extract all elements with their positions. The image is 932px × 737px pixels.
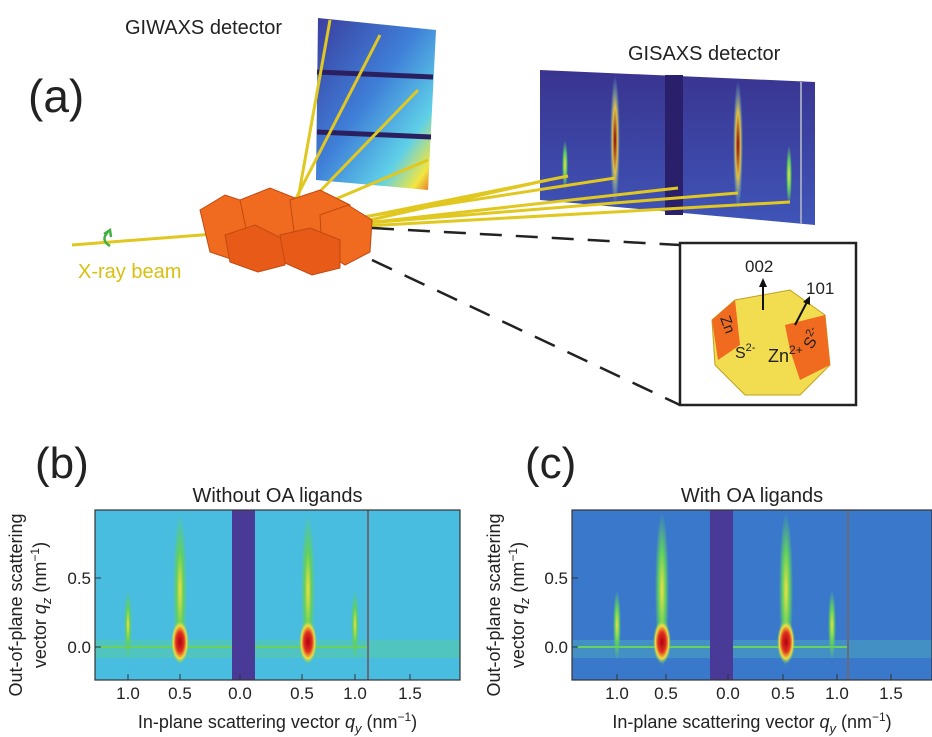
bragg-rod [613, 590, 621, 660]
label-exponent: −1 [872, 710, 886, 724]
label-exponent: −1 [397, 710, 411, 724]
bragg-peak [299, 620, 317, 664]
beamstop [710, 510, 733, 680]
nanocrystal-cluster [200, 188, 372, 275]
label-close: ) [30, 542, 50, 548]
axis-label: In-plane scattering vector qy (nm−1) [138, 710, 417, 736]
bragg-peak [777, 620, 795, 664]
y-tick-label: 0.0 [67, 638, 91, 657]
label-unit: (nm [30, 562, 50, 598]
label-unit: (nm [836, 712, 872, 732]
x-tick-label: 0.0 [228, 684, 252, 703]
ion: Zn [768, 346, 789, 366]
x-tick-label: 1.0 [116, 684, 140, 703]
specular-band [572, 640, 932, 658]
detector-label: GIWAXS detector [125, 17, 282, 39]
bragg-peak [171, 620, 189, 664]
label-text: vector [508, 614, 528, 668]
zoom-lines [372, 228, 680, 405]
beam-label: X-ray beam [78, 261, 181, 283]
label-text: vector [30, 614, 50, 668]
x-tick-label: 0.5 [290, 684, 314, 703]
label-close: ) [411, 712, 417, 732]
x-tick-label: 0.5 [771, 684, 795, 703]
panel-label: (a) [28, 70, 84, 122]
x-tick-label: 0.5 [168, 684, 192, 703]
specular-band [95, 640, 460, 658]
label-exponent: −1 [506, 548, 520, 562]
panel-label: (c) [525, 439, 576, 488]
detector-label: GISAXS detector [628, 43, 781, 65]
charge: 2- [746, 342, 756, 354]
axis-label: In-plane scattering vector qy (nm−1) [612, 710, 891, 736]
facet-label: 002 [745, 257, 773, 276]
page: {"panel_a": {"label": "(a)", "giwaxs_lab… [0, 0, 932, 737]
charge: 2+ [789, 343, 803, 357]
body: (a) GIWAXS detector GISAXS detector X-ra… [0, 0, 932, 737]
ion: S [735, 345, 746, 362]
panel-label: (b) [35, 439, 89, 488]
axis-label: Out-of-plane scattering [484, 513, 504, 696]
bragg-rod [828, 590, 836, 660]
x-tick-label: 0.5 [654, 684, 678, 703]
label-close: ) [508, 542, 528, 548]
figure: (a) GIWAXS detector GISAXS detector X-ra… [0, 0, 932, 737]
scattering-panel: (c) With OA ligands 1.0 0.5 0.0 0.5 1.0 1.5 0.5 0… [484, 439, 932, 736]
x-tick-label: 1.0 [825, 684, 849, 703]
axis-label: vector qz (nm−1) [506, 542, 532, 668]
label-unit: (nm [508, 562, 528, 598]
label-symbol: q [30, 604, 50, 614]
beamstop [232, 510, 255, 680]
label-symbol: q [345, 712, 355, 732]
y-tick-label: 0.5 [544, 569, 568, 588]
axis-label: vector qz (nm−1) [28, 542, 54, 668]
scattering-panel: (b) Without OA ligands 1.0 0.5 0.0 0.5 1.0 1.5 0… [6, 439, 460, 736]
label-unit: (nm [361, 712, 397, 732]
x-tick-label: 1.5 [879, 684, 903, 703]
bragg-peak [653, 620, 671, 664]
panel-title: Without OA ligands [192, 485, 362, 507]
facet-label: 101 [806, 279, 834, 298]
panel-title: With OA ligands [681, 485, 823, 507]
label-symbol: q [819, 712, 829, 732]
label-text: In-plane scattering vector [612, 712, 819, 732]
bragg-rod [351, 590, 359, 660]
y-tick-label: 0.0 [544, 638, 568, 657]
label-exponent: −1 [28, 548, 42, 562]
x-tick-label: 1.0 [605, 684, 629, 703]
x-tick-label: 1.5 [398, 684, 422, 703]
axis-label: Out-of-plane scattering [6, 513, 26, 696]
bragg-rod [124, 590, 132, 660]
label-text: In-plane scattering vector [138, 712, 345, 732]
label-symbol: q [508, 604, 528, 614]
x-tick-label: 0.0 [716, 684, 740, 703]
label-close: ) [886, 712, 892, 732]
x-tick-label: 1.0 [343, 684, 367, 703]
y-tick-label: 0.5 [67, 569, 91, 588]
